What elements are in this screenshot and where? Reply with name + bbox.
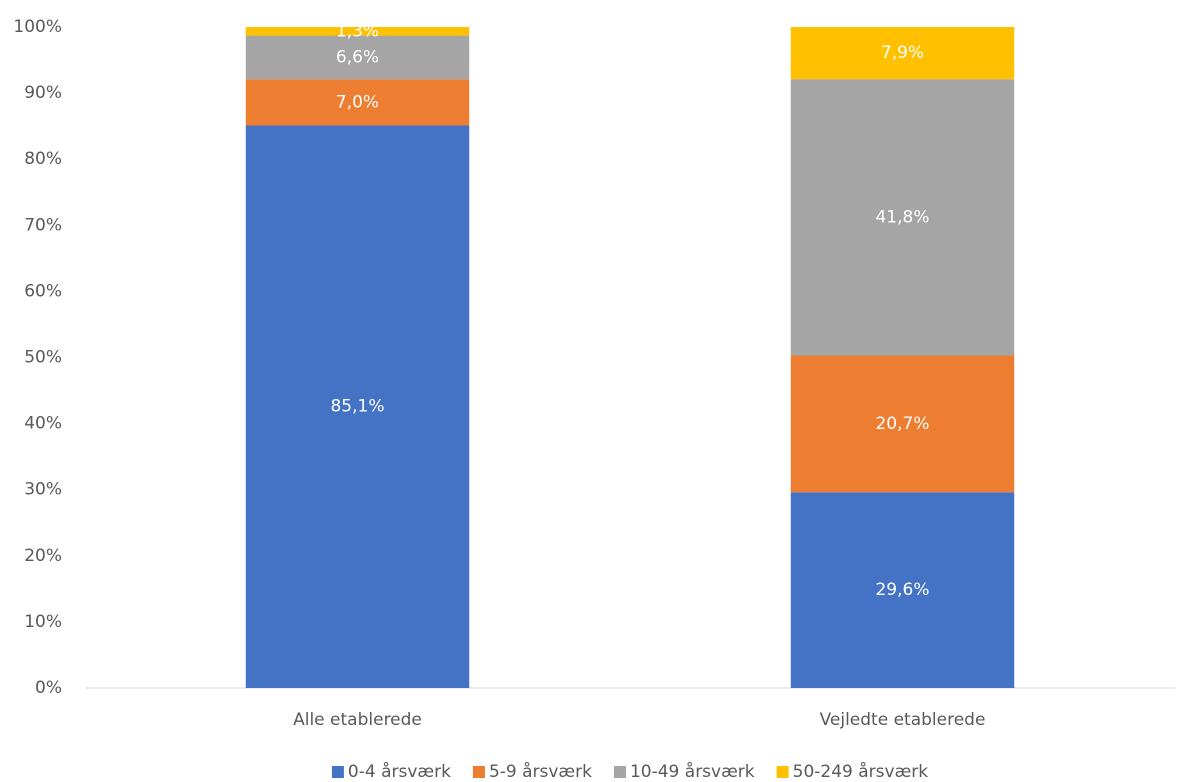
y-tick-label: 60% [24, 281, 62, 301]
data-label: 1,3% [336, 21, 379, 41]
data-label: 29,6% [875, 580, 929, 600]
bar-segment [790, 355, 1015, 493]
y-tick-label: 80% [24, 149, 62, 169]
legend-label: 0-4 årsværk [348, 761, 451, 782]
y-tick-label: 20% [24, 546, 62, 566]
y-tick-label: 90% [24, 83, 62, 103]
bar-segment [790, 492, 1015, 688]
data-label: 20,7% [875, 414, 929, 434]
bar-segment [245, 125, 470, 688]
legend-swatch [331, 766, 344, 778]
legend-label: 50-249 årsværk [793, 761, 929, 782]
y-tick-label: 0% [35, 678, 62, 698]
x-tick-label: Vejledte etablerede [820, 710, 986, 730]
y-tick-label: 10% [24, 612, 62, 632]
bar-segment [245, 35, 470, 80]
legend-swatch [472, 766, 485, 778]
data-label: 7,0% [336, 92, 379, 112]
bar-segment [790, 79, 1015, 356]
y-tick-label: 40% [24, 414, 62, 434]
x-tick-label: Alle etablerede [293, 710, 422, 730]
y-tick-label: 50% [24, 348, 62, 368]
bar-segment [245, 79, 470, 126]
legend-swatch [613, 766, 626, 778]
legend-swatch [776, 766, 789, 778]
y-tick-label: 70% [24, 215, 62, 235]
data-label: 85,1% [330, 397, 384, 417]
bar-segment [790, 27, 1015, 80]
y-tick-label: 100% [13, 17, 62, 37]
legend-label: 5-9 årsværk [489, 761, 592, 782]
data-label: 6,6% [336, 47, 379, 67]
y-tick-label: 30% [24, 480, 62, 500]
bar-segment [245, 27, 470, 36]
data-label: 41,8% [875, 207, 929, 227]
legend-label: 10-49 årsværk [630, 761, 755, 782]
data-label: 7,9% [881, 43, 924, 63]
